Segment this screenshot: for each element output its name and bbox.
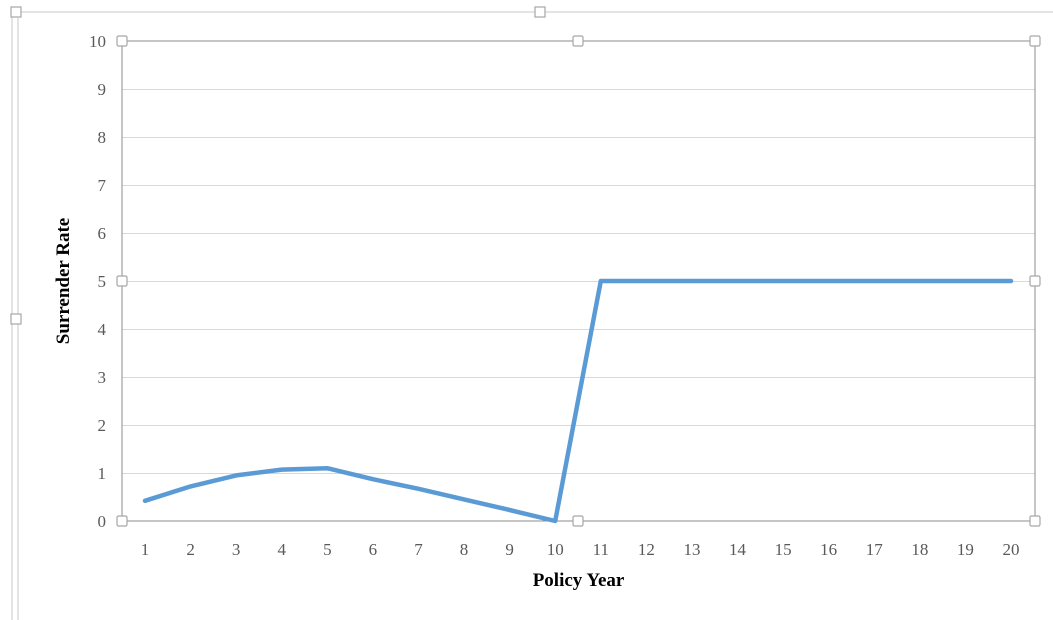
x-tick-label: 19 [957,540,974,559]
y-tick-label: 0 [98,512,107,531]
y-tick-label: 9 [98,80,107,99]
chart-area-frame[interactable] [10,6,1053,620]
plot-area-resize-handle-top-left[interactable] [116,35,128,47]
plot-area-handles[interactable] [116,35,1041,527]
plot-area-resize-handle-left[interactable] [116,275,128,287]
x-tick-label: 17 [866,540,884,559]
x-axis-tick-labels: 1 2 3 4 5 6 7 8 9 10 11 12 13 14 15 16 17 18 19 20 [141,540,1020,559]
x-tick-label: 8 [460,540,469,559]
chart-area-resize-handle-top[interactable] [534,6,546,18]
series-group [142,278,1014,524]
y-tick-label: 6 [98,224,107,243]
plot-area-resize-handle-top[interactable] [572,35,584,47]
x-axis-title: Policy Year [533,570,625,591]
x-tick-label: 16 [820,540,837,559]
series-line[interactable] [142,278,1014,524]
plot-area-resize-handle-right[interactable] [1029,275,1041,287]
y-tick-label: 3 [98,368,107,387]
y-tick-label: 8 [98,128,107,147]
x-tick-label: 1 [141,540,150,559]
x-tick-label: 14 [729,540,747,559]
x-tick-label: 18 [911,540,928,559]
plot-area-resize-handle-bottom-right[interactable] [1029,515,1041,527]
y-tick-label: 2 [98,416,107,435]
x-tick-label: 9 [505,540,514,559]
x-tick-label: 15 [775,540,792,559]
x-tick-label: 2 [186,540,195,559]
x-tick-label: 20 [1003,540,1020,559]
y-tick-label: 4 [98,320,107,339]
gridlines [122,89,1035,474]
y-tick-label: 10 [89,32,106,51]
y-tick-label: 1 [98,464,107,483]
x-tick-label: 10 [547,540,564,559]
x-tick-label: 13 [683,540,700,559]
x-tick-label: 3 [232,540,241,559]
x-tick-label: 5 [323,540,332,559]
y-axis-title: Surrender Rate [53,218,74,344]
x-tick-label: 11 [593,540,609,559]
y-tick-label: 7 [98,176,107,195]
y-axis-tick-labels: 0 1 2 3 4 5 6 7 8 9 10 [89,32,107,531]
x-tick-label: 7 [414,540,423,559]
plot-area-resize-handle-top-right[interactable] [1029,35,1041,47]
x-tick-label: 4 [277,540,286,559]
chart-area-resize-handle-left[interactable] [10,313,22,325]
y-tick-label: 5 [98,272,107,291]
x-tick-label: 6 [369,540,378,559]
plot-area-resize-handle-bottom[interactable] [572,515,584,527]
plot-area-resize-handle-bottom-left[interactable] [116,515,128,527]
x-tick-label: 12 [638,540,655,559]
chart-area-resize-handle-top-left[interactable] [10,6,22,18]
